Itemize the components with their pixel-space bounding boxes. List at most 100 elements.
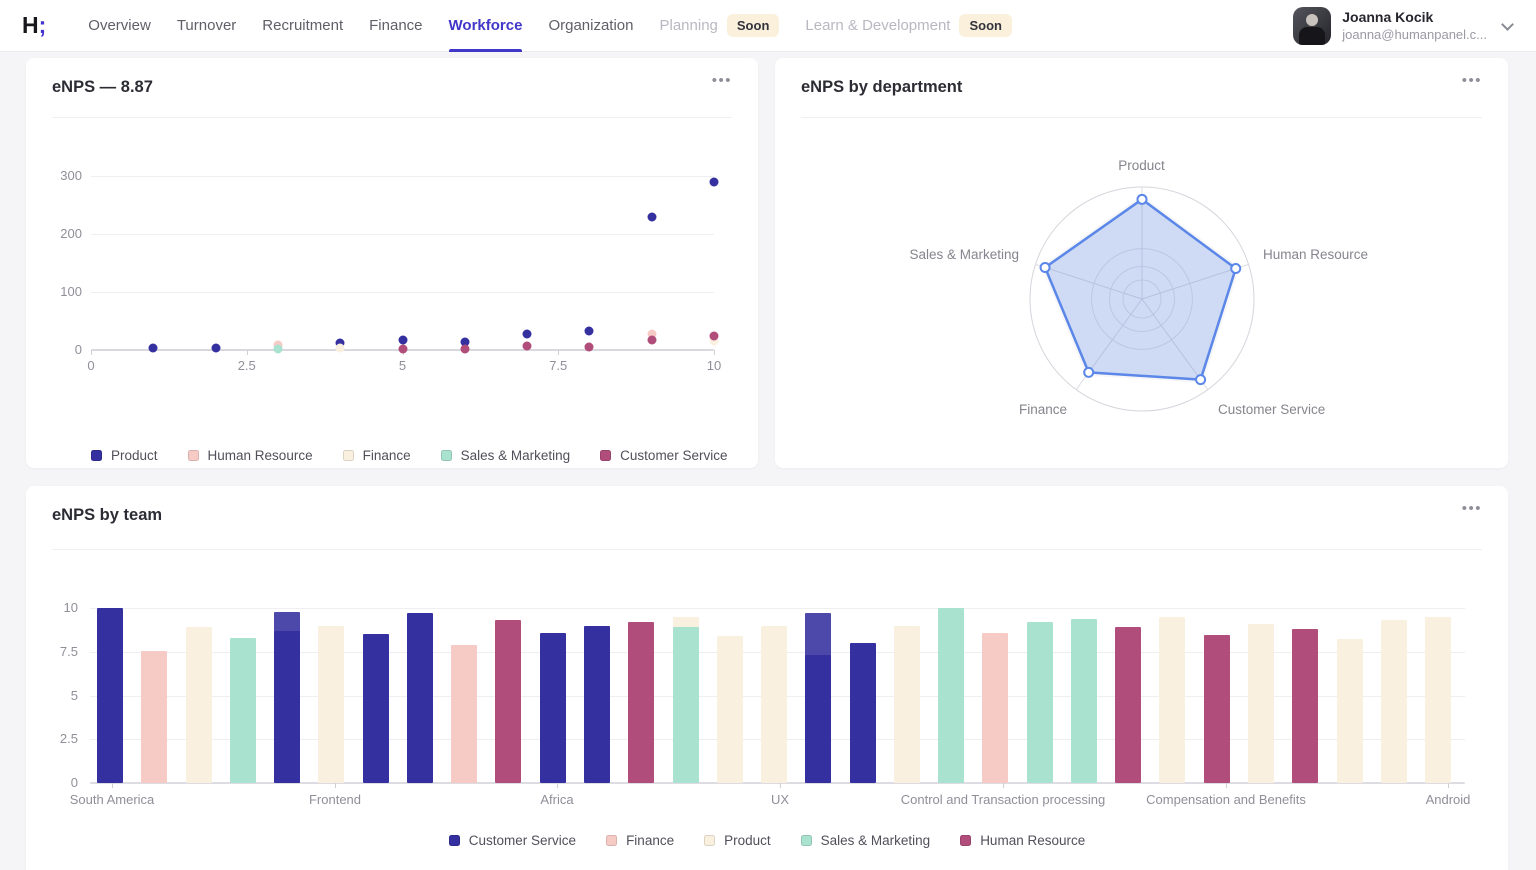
- legend-label: Finance: [362, 448, 411, 463]
- gridline: [91, 176, 714, 177]
- enps-scatter-legend: Product Human Resource Finance Sales & Mark…: [91, 448, 727, 463]
- y-axis-label: 5: [70, 687, 78, 703]
- legend-swatch: [960, 835, 972, 846]
- bar-product: [1425, 616, 1452, 783]
- x-axis-label-frontend: Frontend: [308, 792, 362, 807]
- x-axis-line: [90, 782, 1465, 784]
- legend-swatch: [91, 450, 102, 461]
- bar-product: [1336, 638, 1363, 783]
- legend-label: Sales & Marketing: [460, 448, 571, 463]
- legend-label: Human Resource: [207, 448, 313, 463]
- legend-swatch: [606, 835, 618, 846]
- x-axis-label: 5: [398, 358, 407, 373]
- legend-swatch: [448, 835, 460, 846]
- x-axis-label-south-america: South America: [69, 792, 155, 807]
- scatter-point-sales-and-marketing: [273, 344, 283, 354]
- logo-mark-icon: ;: [38, 12, 47, 38]
- tab-label: Planning: [659, 17, 718, 34]
- chevron-down-icon[interactable]: [1501, 17, 1514, 31]
- x-axis-label: 10: [706, 358, 722, 373]
- bar-human-resource: [495, 620, 522, 783]
- bar-customer-service: [805, 613, 832, 783]
- scatter-point-product: [709, 177, 719, 187]
- y-axis-label: 0: [74, 342, 82, 357]
- divider: [801, 117, 1482, 118]
- bar-finance: [141, 650, 168, 783]
- bar-customer-service: [583, 625, 610, 783]
- legend-item-customer-service[interactable]: Customer Service: [448, 833, 577, 848]
- legend-item-sales-and-marketing[interactable]: Sales & Marketing: [440, 448, 571, 463]
- enps-radar-chart: Product Human Resource Customer Service Fin…: [775, 58, 1508, 468]
- bar-customer-service: [849, 643, 876, 783]
- legend-item-sales-and-marketing[interactable]: Sales & Marketing: [800, 833, 930, 848]
- legend-item-customer-service[interactable]: Customer Service: [600, 448, 727, 463]
- legend-swatch: [704, 835, 716, 846]
- bar-sales-and-marketing: [229, 637, 256, 783]
- radar-axis-label-sales-and-marketing: Sales & Marketing: [909, 247, 1019, 262]
- enps-by-team-card: eNPS by team ••• 0 2.5 5 7.5 10 South America…: [26, 486, 1508, 870]
- tab-planning[interactable]: Planning Soon: [647, 0, 793, 52]
- legend-item-human-resource[interactable]: Human Resource: [960, 833, 1085, 848]
- scatter-point-customer-service: [522, 341, 532, 351]
- legend-item-human-resource[interactable]: Human Resource: [187, 448, 313, 463]
- x-axis-tick: [1003, 783, 1004, 788]
- scatter-point-customer-service: [647, 335, 657, 345]
- x-axis-label-compensation-and-benefits: Compensation and Benefits: [1146, 792, 1306, 807]
- bar-product: [761, 625, 788, 783]
- gridline: [90, 608, 1465, 609]
- tab-workforce[interactable]: Workforce: [436, 0, 536, 52]
- radar-axis-label-human-resource: Human Resource: [1263, 247, 1369, 262]
- enps-card: eNPS — 8.87 ••• 0 100 200 300 0 2.5 5 7.5 10 Pro…: [26, 58, 758, 468]
- divider: [52, 549, 1482, 550]
- bar-product: [893, 625, 920, 783]
- x-axis-tick: [780, 783, 781, 788]
- enps-card-menu-button[interactable]: •••: [711, 72, 732, 89]
- legend-swatch: [800, 835, 812, 846]
- department-card-menu-button[interactable]: •••: [1461, 72, 1482, 89]
- legend-swatch: [342, 450, 354, 461]
- enps-card-title: eNPS — 8.87: [52, 78, 153, 96]
- tab-organization[interactable]: Organization: [535, 0, 646, 52]
- tab-recruitment[interactable]: Recruitment: [249, 0, 356, 52]
- scatter-point-product: [460, 337, 470, 347]
- scatter-point-finance: [335, 343, 345, 353]
- bar-sales-and-marketing: [1026, 622, 1053, 783]
- team-card-menu-button[interactable]: •••: [1461, 500, 1482, 517]
- legend-swatch: [187, 450, 199, 461]
- soon-badge: Soon: [959, 14, 1012, 37]
- tab-learn-and-development[interactable]: Learn & Development Soon: [792, 0, 1025, 52]
- enps-scatter-chart: 0 100 200 300 0 2.5 5 7.5 10: [26, 58, 758, 468]
- radar-vertex: [1230, 263, 1242, 275]
- radar-svg: [1029, 186, 1255, 412]
- y-axis-label: 100: [60, 284, 82, 299]
- team-card-title: eNPS by team: [52, 506, 163, 524]
- bar-sales-and-marketing: [938, 608, 965, 783]
- legend-label: Customer Service: [468, 833, 577, 848]
- tab-label: Recruitment: [262, 17, 344, 34]
- tab-overview[interactable]: Overview: [75, 0, 164, 52]
- radar-vertex: [1195, 374, 1207, 386]
- x-axis-label: 2.5: [237, 358, 256, 373]
- bar-sales-and-marketing: [1070, 619, 1097, 783]
- tab-label: Organization: [548, 17, 634, 34]
- bar-human-resource: [1115, 627, 1142, 783]
- legend-item-product[interactable]: Product: [704, 833, 771, 848]
- legend-swatch: [600, 450, 612, 461]
- logo-text: H: [22, 12, 39, 38]
- bar-human-resource: [1203, 635, 1230, 783]
- y-axis-label: 10: [63, 600, 78, 615]
- legend-item-finance[interactable]: Finance: [606, 833, 674, 848]
- x-axis-tick: [91, 350, 92, 355]
- bar-customer-service: [362, 634, 389, 783]
- soon-badge: Soon: [726, 14, 780, 37]
- x-axis-tick: [246, 350, 248, 355]
- tab-turnover[interactable]: Turnover: [164, 0, 249, 52]
- app-logo[interactable]: H;: [22, 12, 47, 39]
- enps-team-legend: Customer Service Finance Product Sales & Ma…: [26, 833, 1508, 848]
- legend-item-finance[interactable]: Finance: [342, 448, 411, 463]
- tab-finance[interactable]: Finance: [356, 0, 435, 52]
- y-axis-label: 2.5: [59, 731, 78, 747]
- legend-item-product[interactable]: Product: [91, 448, 158, 463]
- user-menu[interactable]: Joanna Kocik joanna@humanpanel.c...: [1293, 0, 1518, 52]
- nav-tabs: Overview Turnover Recruitment Finance Workfo…: [75, 0, 1025, 52]
